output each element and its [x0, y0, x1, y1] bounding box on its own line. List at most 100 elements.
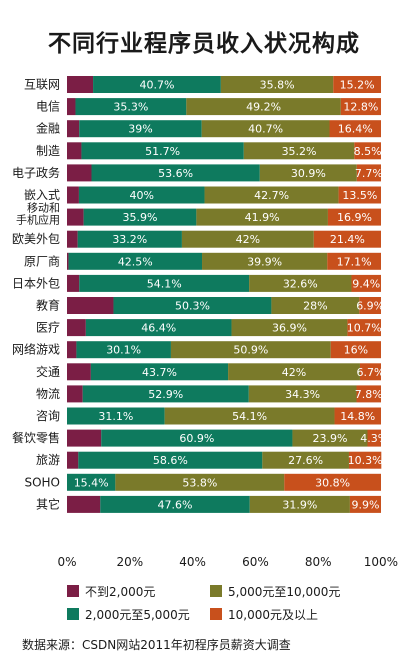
data-label: 16%: [344, 344, 368, 357]
category-label: 教育: [36, 298, 60, 313]
data-label: 23.9%: [312, 432, 347, 445]
bar-segment: [164, 407, 335, 425]
bar-segment: [67, 385, 83, 403]
bar-segment: [356, 385, 381, 403]
bar-segment: [349, 495, 381, 513]
chart-title: 不同行业程序员收入状况构成: [48, 30, 360, 57]
bar-segment: [67, 76, 94, 93]
data-label: 42%: [282, 366, 306, 379]
category-label: 旅游: [36, 453, 60, 467]
bar-segment: [354, 142, 381, 160]
bar-segment: [67, 473, 116, 491]
bar-segment: [204, 186, 339, 204]
data-label: 46.4%: [141, 322, 176, 335]
legend-swatch: [210, 608, 222, 620]
data-label: 41.9%: [245, 211, 280, 224]
bar-segment: [292, 429, 368, 447]
category-label: 金融: [36, 121, 60, 136]
bar-segment: [181, 230, 314, 248]
legend-label: 不到2,000元: [85, 585, 155, 599]
category-labels: 互联网电信金融制造电子政务嵌入式移动和手机应用欧美外包原厂商日本外包教育医疗网络…: [12, 78, 60, 512]
data-label: 31.9%: [282, 498, 317, 511]
category-label: 原厂商: [24, 253, 60, 268]
data-label: 40.7%: [139, 79, 174, 92]
bar-segment: [75, 98, 187, 116]
category-label: 物流: [36, 387, 60, 401]
data-label: 42%: [236, 233, 260, 246]
category-label: 交通: [36, 364, 60, 379]
bar-segment: [259, 164, 357, 182]
bar-segment: [67, 495, 101, 513]
bar-segment: [170, 341, 331, 359]
bar-segment: [67, 274, 80, 292]
category-label: 制造: [36, 144, 60, 158]
data-label: 40.7%: [248, 123, 283, 136]
bar-segment: [351, 274, 381, 292]
legend-label: 2,000元至5,000元: [85, 608, 190, 622]
data-label: 42.7%: [254, 189, 289, 202]
legend-swatch: [210, 585, 222, 597]
data-label: 30.8%: [315, 476, 350, 489]
bar-segment: [202, 252, 328, 270]
bar-segment: [67, 230, 78, 248]
category-label: 咨询: [36, 408, 60, 423]
data-label: 53.6%: [158, 167, 193, 180]
data-label: 35.8%: [260, 79, 295, 92]
bar-segment: [186, 98, 341, 116]
data-source-note: 数据来源：CSDN网站2011年初程序员薪资大调查: [22, 638, 291, 652]
bar-segment: [67, 164, 92, 182]
data-label: 10.3%: [348, 454, 383, 467]
x-tick-label: 20%: [116, 555, 143, 569]
category-label: 互联网: [24, 78, 60, 92]
legend-label: 5,000元至10,000元: [228, 585, 340, 599]
data-label: 17.1%: [337, 255, 372, 268]
bar-segment: [249, 274, 352, 292]
data-label: 51.7%: [145, 145, 180, 158]
bar-segment: [101, 429, 293, 447]
bar-segment: [68, 252, 203, 270]
data-label: 35.3%: [113, 101, 148, 114]
data-label: 50.3%: [175, 300, 210, 313]
bar-segment: [330, 341, 381, 359]
category-label: 日本外包: [12, 276, 60, 290]
bar-segment: [249, 495, 350, 513]
x-tick-label: 100%: [364, 555, 398, 569]
category-label: 其它: [36, 496, 60, 511]
bar-segment: [327, 252, 381, 270]
bar-segment: [334, 407, 381, 425]
data-label: 50.9%: [233, 344, 268, 357]
bar-segment: [196, 208, 328, 226]
bar-segment: [83, 208, 197, 226]
data-label: 13.5%: [342, 189, 377, 202]
legend: 不到2,000元 5,000元至10,000元 2,000元至5,000元 10,00…: [67, 585, 340, 622]
bar-segment: [82, 385, 249, 403]
bar-segment: [67, 407, 165, 425]
x-tick-label: 0%: [57, 555, 76, 569]
data-label: 39.9%: [247, 255, 282, 268]
data-label: 60.9%: [179, 432, 214, 445]
bar-segment: [333, 76, 381, 93]
legend-swatch: [67, 608, 79, 620]
x-tick-label: 80%: [305, 555, 332, 569]
bar-segment: [347, 319, 381, 337]
data-label: 54.1%: [232, 410, 267, 423]
bar-segment: [67, 363, 91, 381]
bar-segment: [91, 164, 260, 182]
bar-segment: [67, 98, 76, 116]
bar-segment: [338, 186, 381, 204]
bar-segment: [231, 319, 348, 337]
data-label: 30.9%: [291, 167, 326, 180]
category-label: 医疗: [36, 321, 60, 335]
bar-segment: [115, 473, 285, 491]
x-tick-label: 40%: [179, 555, 206, 569]
bar-segment: [284, 473, 381, 491]
data-label: 52.9%: [148, 388, 183, 401]
bar-segment: [85, 319, 232, 337]
bar-segment: [262, 451, 349, 469]
category-label: 电子政务: [12, 165, 60, 180]
data-label: 4.3%: [360, 432, 388, 445]
data-label: 27.6%: [288, 454, 323, 467]
x-axis-ticks: 0% 20% 40% 60% 80% 100%: [57, 555, 398, 569]
category-label: 手机应用: [16, 213, 60, 227]
